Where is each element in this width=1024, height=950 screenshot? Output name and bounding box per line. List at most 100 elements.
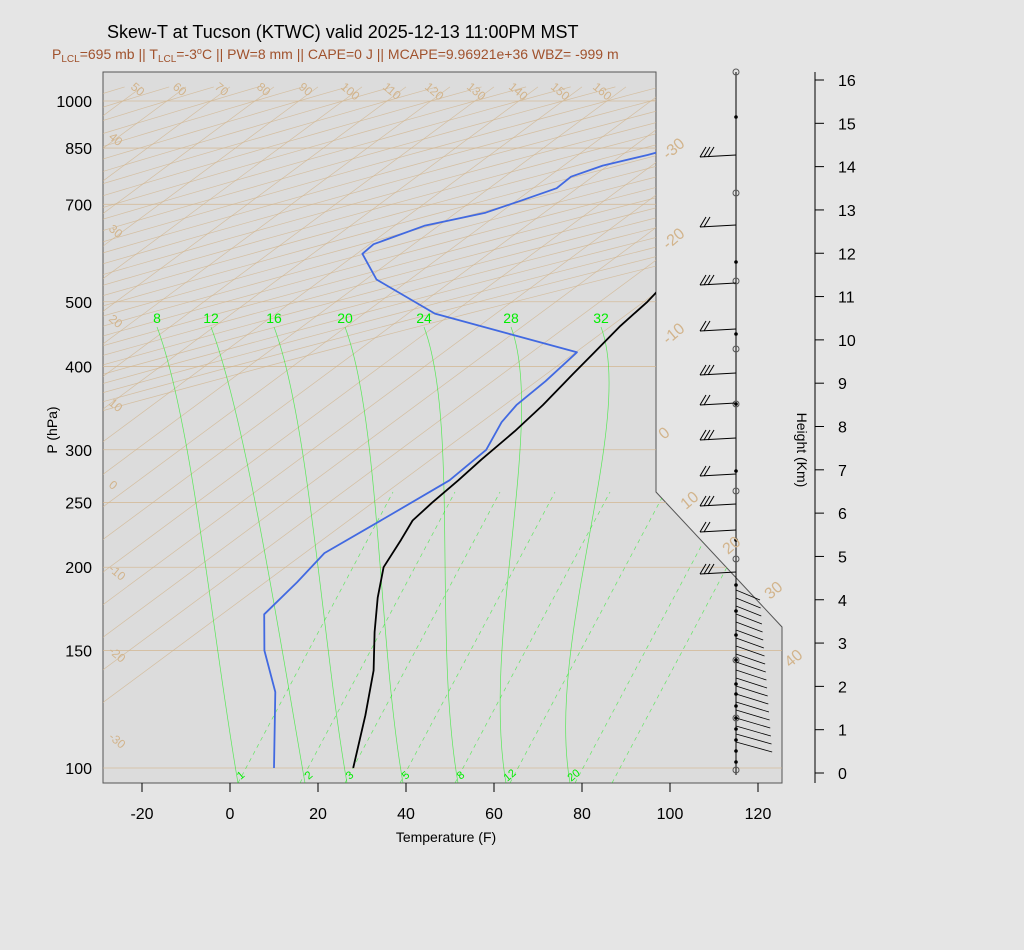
pressure-tick-label: 150 bbox=[65, 644, 92, 661]
moist-adiabat-line bbox=[344, 491, 501, 783]
isotherm-line bbox=[0, 87, 10, 768]
wind-barb bbox=[735, 637, 764, 649]
height-tick-label: 15 bbox=[838, 116, 856, 133]
wind-barb bbox=[735, 741, 773, 753]
height-tick-label: 2 bbox=[838, 679, 847, 696]
dry-adiabat-line bbox=[103, 86, 393, 769]
mixing-ratio-label: 28 bbox=[503, 310, 519, 326]
height-tick-label: 11 bbox=[838, 290, 855, 307]
dry-adiabat-line bbox=[103, 86, 782, 769]
pressure-tick-label: 500 bbox=[65, 295, 92, 312]
wind-barb-feather bbox=[699, 521, 707, 533]
wind-barb bbox=[735, 605, 762, 617]
wind-level-dot bbox=[734, 633, 738, 637]
plot-panel bbox=[102, 71, 783, 784]
mixing-ratio-label: 32 bbox=[593, 310, 609, 326]
height-tick-label: 8 bbox=[838, 420, 847, 437]
wind-barb bbox=[735, 621, 763, 633]
height-tick-label: 9 bbox=[838, 376, 847, 393]
dry-adiabat-line bbox=[103, 86, 304, 769]
wind-barb bbox=[699, 402, 737, 406]
height-axis-label: Height (Km) bbox=[794, 413, 810, 488]
mixing-ratio-line bbox=[344, 326, 404, 783]
wind-barb bbox=[735, 733, 772, 745]
moist-adiabat-line bbox=[399, 491, 556, 783]
wind-level-dot bbox=[734, 738, 738, 742]
mixing-ratio-label: 8 bbox=[153, 310, 161, 326]
x-axis-label: Temperature (F) bbox=[396, 829, 496, 845]
wind-barb-feather bbox=[699, 364, 707, 376]
dewpoint-profile bbox=[263, 130, 704, 769]
isotherm-line bbox=[103, 86, 583, 769]
wind-level-ring bbox=[732, 400, 740, 408]
pressure-tick-label: 200 bbox=[65, 560, 92, 577]
wind-speed-label: -10 bbox=[660, 320, 689, 348]
wind-barb-feather bbox=[699, 465, 707, 477]
isotherm-line bbox=[103, 86, 715, 769]
temperature-tick-label: 0 bbox=[226, 806, 235, 823]
wind-level-ring bbox=[732, 656, 740, 664]
wind-level-ring bbox=[732, 277, 740, 285]
wind-barb bbox=[699, 328, 737, 332]
wind-barbs bbox=[699, 68, 773, 775]
moist-adiabat-line bbox=[454, 491, 611, 783]
wind-barb bbox=[735, 669, 767, 681]
temperature-tick-label: -20 bbox=[130, 806, 153, 823]
wind-level-ring bbox=[732, 766, 740, 774]
wind-barb bbox=[699, 282, 737, 286]
mixing-ratio-line bbox=[273, 326, 348, 783]
mixing-ratio-label: 16 bbox=[266, 310, 282, 326]
mixing-ratio-line bbox=[156, 326, 239, 783]
temperature-tick-label: 40 bbox=[397, 806, 415, 823]
temperature-tick-label: 80 bbox=[573, 806, 591, 823]
pressure-tick-label: 400 bbox=[65, 359, 92, 376]
wind-barb bbox=[699, 224, 737, 228]
dry-adiabat-line bbox=[103, 86, 482, 769]
temperature-tick-label: 60 bbox=[485, 806, 503, 823]
wind-barb-feather bbox=[699, 394, 707, 406]
wind-barb-feather bbox=[707, 146, 715, 158]
wind-barb-feather bbox=[707, 429, 715, 441]
wind-barb-feather bbox=[699, 274, 707, 286]
pressure-tick-label: 300 bbox=[65, 443, 92, 460]
wind-speed-label: 20 bbox=[720, 534, 745, 559]
height-tick-label: 3 bbox=[838, 636, 847, 653]
wind-barb bbox=[735, 677, 768, 689]
wind-level-ring bbox=[732, 345, 740, 353]
wind-speed-label: -30 bbox=[660, 135, 689, 163]
height-tick-label: 16 bbox=[838, 73, 856, 90]
mixing-ratio-line bbox=[565, 326, 610, 783]
dry-adiabat-line bbox=[103, 86, 782, 769]
height-tick-label: 1 bbox=[838, 723, 847, 740]
wind-barb-feather bbox=[699, 563, 707, 575]
isotherm-line bbox=[103, 86, 275, 769]
moist-adiabat-line bbox=[237, 491, 394, 783]
dry-adiabat-line bbox=[103, 86, 782, 769]
wind-speed-label: 10 bbox=[678, 489, 703, 514]
dry-adiabat-line bbox=[103, 86, 782, 769]
wind-barb bbox=[735, 693, 769, 705]
wind-barb-feather bbox=[703, 465, 711, 477]
height-tick-label: 13 bbox=[838, 203, 856, 220]
wind-barb bbox=[735, 653, 766, 665]
pressure-tick-label: 1000 bbox=[56, 94, 92, 111]
wind-barb bbox=[735, 709, 770, 721]
dry-adiabat-line bbox=[103, 86, 437, 769]
wind-barb bbox=[699, 571, 737, 575]
moist-adiabat-line bbox=[509, 491, 666, 783]
wind-barb bbox=[699, 154, 737, 158]
pressure-tick-label: 850 bbox=[65, 141, 92, 158]
wind-level-dot bbox=[734, 609, 738, 613]
wind-barb bbox=[699, 503, 737, 507]
dry-adiabat-line bbox=[103, 86, 782, 769]
mixing-ratio-line bbox=[210, 326, 306, 783]
dry-adiabat-line bbox=[103, 86, 348, 769]
wind-barb-feather bbox=[699, 495, 707, 507]
wind-level-ring bbox=[732, 189, 740, 197]
dry-adiabat-line bbox=[103, 86, 661, 769]
wind-barb bbox=[735, 701, 770, 713]
wind-barb-feather bbox=[703, 320, 711, 332]
pressure-tick-label: 250 bbox=[65, 496, 92, 513]
wind-barb-feather bbox=[703, 495, 711, 507]
wind-level-dot bbox=[734, 704, 738, 708]
